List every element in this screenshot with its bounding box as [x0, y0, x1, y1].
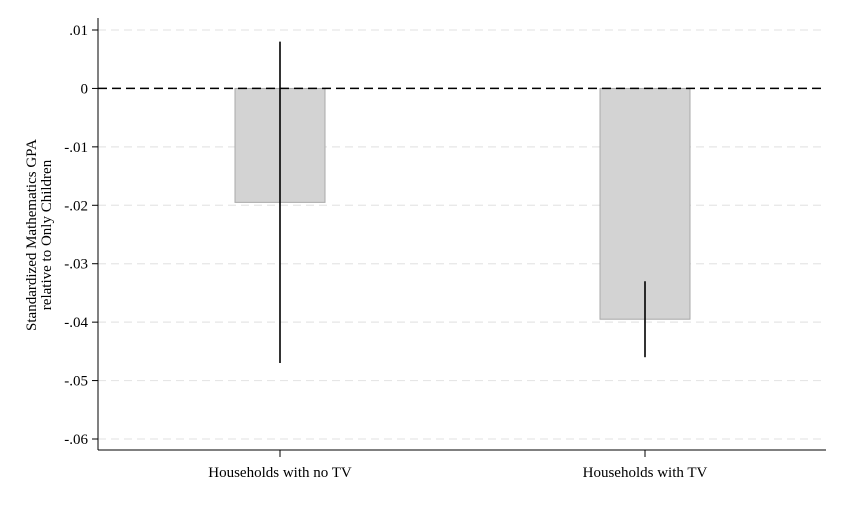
bars	[234, 87, 691, 320]
y-tick-label: -.02	[64, 198, 88, 214]
y-tick-label: -.06	[64, 432, 88, 448]
y-tick-label: -.05	[64, 374, 88, 390]
y-tick-label: -.04	[64, 315, 88, 331]
bar	[599, 87, 691, 320]
y-tick-label: 0	[81, 81, 89, 97]
error-bars	[279, 41, 646, 364]
x-category-label: Households with TV	[583, 465, 708, 481]
y-tick-label: -.03	[64, 257, 88, 273]
y-tick-label: -.01	[64, 140, 88, 156]
x-ticks: Households with no TV Households with TV	[208, 450, 708, 481]
axes	[97, 18, 826, 451]
y-axis-label-line: Standardized Mathematics GPA	[24, 139, 40, 331]
x-category-label: Households with no TV	[208, 465, 352, 481]
y-ticks: .01 0 -.01 -.02 -.03 -.04 -.05 -.06	[64, 23, 98, 448]
y-axis-label: Standardized Mathematics GPArelative to …	[24, 139, 55, 331]
y-axis-label-line: relative to Only Children	[39, 159, 55, 310]
y-tick-label: .01	[69, 23, 88, 39]
gridlines	[98, 29, 826, 440]
